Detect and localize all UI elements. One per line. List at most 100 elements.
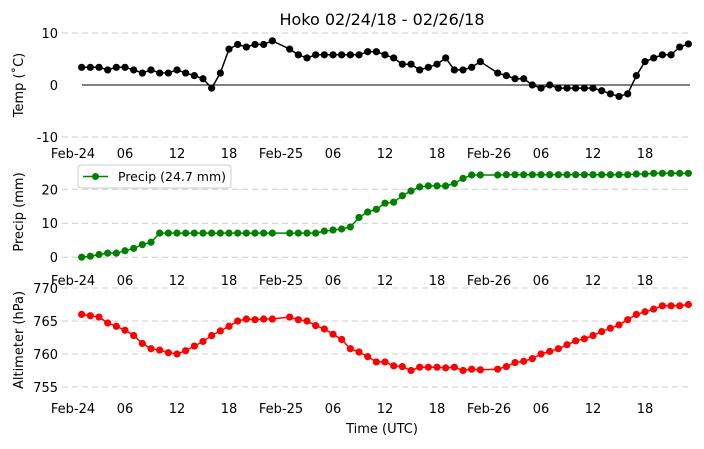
data-point (537, 84, 545, 92)
data-point (355, 51, 363, 59)
data-point (95, 313, 103, 321)
data-point (251, 316, 259, 324)
data-point (398, 192, 406, 200)
x-tick-label: Feb-24 (51, 274, 95, 289)
data-point (130, 66, 138, 74)
x-tick-label: 12 (585, 274, 602, 289)
x-tick-label: 12 (169, 274, 186, 289)
data-point (606, 171, 614, 179)
data-point (208, 229, 216, 237)
data-point (511, 358, 519, 367)
data-point (225, 229, 233, 237)
data-point (424, 363, 432, 371)
data-point (407, 60, 415, 68)
data-point (476, 58, 484, 66)
data-point (580, 335, 588, 343)
data-point (476, 366, 484, 374)
data-point (658, 51, 666, 59)
data-point (338, 335, 346, 344)
data-point (234, 229, 242, 237)
x-tick-label: 18 (637, 274, 654, 289)
data-point (520, 171, 528, 179)
data-point (407, 187, 415, 195)
x-tick-label: Feb-25 (259, 147, 303, 162)
panel-altimeter: 770 765 760 755 Altimeter (hPa) Feb-24 06 12 18 F… (12, 282, 692, 417)
data-point (199, 75, 207, 83)
data-point (147, 66, 155, 74)
data-point (598, 171, 606, 179)
data-point (286, 313, 294, 321)
data-point (338, 225, 346, 233)
data-point (86, 312, 94, 320)
y-axis-label: Altimeter (hPa) (12, 291, 27, 389)
x-tick-label: Feb-25 (259, 274, 303, 289)
data-point (355, 348, 363, 356)
y-axis-label: Precip (mm) (12, 172, 27, 251)
data-point (580, 171, 588, 179)
data-point (303, 54, 311, 62)
data-point (216, 69, 224, 77)
data-point (199, 337, 207, 346)
data-point (303, 317, 311, 325)
data-point (182, 229, 190, 237)
data-point (667, 302, 675, 310)
data-point (78, 253, 86, 261)
data-point (216, 327, 224, 335)
data-point (86, 63, 94, 71)
data-point (121, 63, 129, 71)
data-point (658, 302, 666, 310)
data-point (208, 84, 216, 92)
data-point (242, 43, 250, 51)
legend-label: Precip (24.7 mm) (118, 169, 226, 184)
x-tick-label: 18 (429, 402, 446, 417)
data-point (554, 171, 562, 179)
data-point (112, 249, 120, 257)
data-point (546, 171, 554, 179)
data-point (658, 169, 666, 177)
data-point (182, 69, 190, 77)
data-point (390, 54, 398, 62)
data-point (468, 365, 476, 373)
data-point (632, 310, 640, 318)
data-point (606, 324, 614, 332)
legend-box (77, 164, 232, 189)
data-point (156, 69, 164, 77)
data-point (104, 249, 112, 257)
data-point (312, 229, 320, 237)
data-point (398, 362, 406, 371)
data-point (320, 227, 328, 235)
y-axis-label: Temp (˚C) (11, 53, 27, 119)
y-tick-label: 760 (33, 348, 58, 363)
y-tick-label: 20 (41, 183, 58, 198)
data-point (225, 322, 233, 330)
data-point (546, 81, 554, 89)
data-point (251, 40, 259, 49)
data-point (268, 315, 276, 323)
data-point (147, 345, 155, 353)
data-point (520, 357, 528, 365)
data-point (424, 63, 432, 71)
data-point (208, 331, 216, 340)
x-axis-label: Time (UTC) (345, 422, 418, 437)
x-tick-label: Feb-25 (259, 402, 303, 417)
y-tick-label: -10 (37, 131, 58, 146)
data-point (260, 40, 268, 49)
data-point (95, 63, 103, 71)
x-tick-label: Feb-24 (51, 402, 95, 417)
x-tick-label: 06 (533, 274, 550, 289)
x-tick-label: 12 (585, 402, 602, 417)
series-line (81, 39, 689, 98)
data-point (398, 60, 406, 68)
data-point (216, 229, 224, 237)
data-point (494, 69, 502, 77)
data-point (606, 90, 614, 98)
data-point (190, 342, 198, 350)
data-point (572, 171, 580, 179)
x-tick-label: 18 (429, 274, 446, 289)
data-point (112, 63, 120, 71)
data-point (459, 174, 467, 183)
data-point (684, 300, 692, 309)
data-point (329, 226, 337, 234)
legend: Precip (24.7 mm) (77, 164, 232, 189)
